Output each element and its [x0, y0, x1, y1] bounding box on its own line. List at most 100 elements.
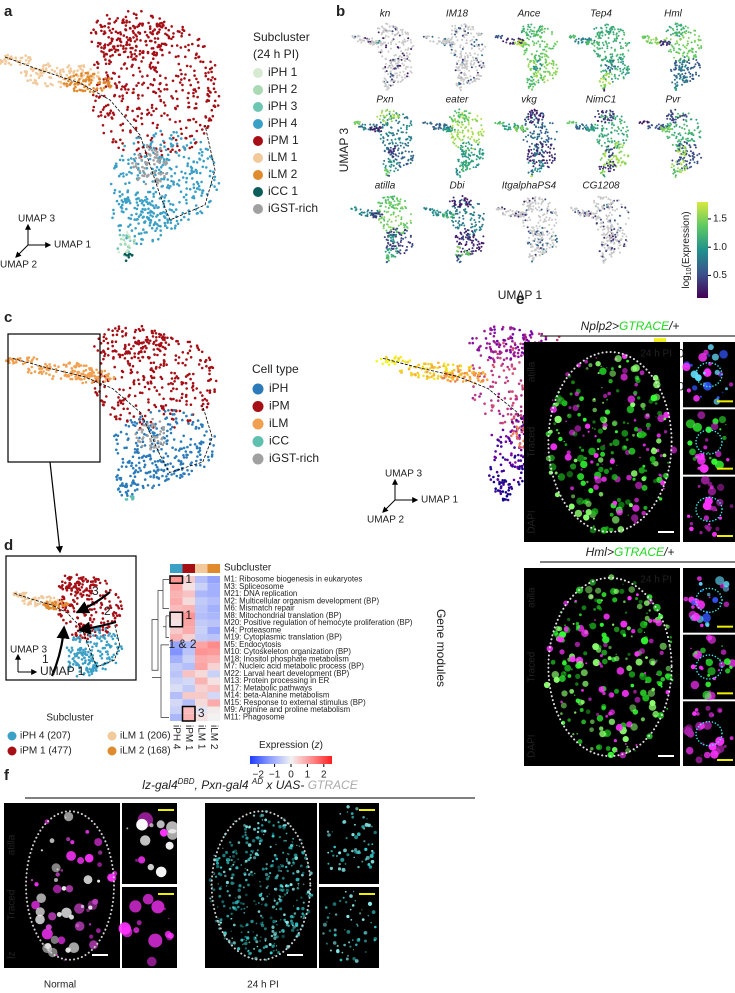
umap-cell	[84, 90, 87, 93]
umap-cell	[691, 48, 693, 50]
umap-cell	[601, 125, 603, 127]
umap-cell	[601, 136, 603, 138]
umap-cell	[465, 165, 467, 167]
umap-cell	[205, 75, 208, 78]
umap-cell	[647, 40, 649, 42]
umap-cell	[155, 92, 158, 95]
umap-cell	[672, 33, 674, 35]
umap-cell	[410, 159, 412, 161]
umap-cell	[451, 119, 453, 121]
umap-cell	[522, 220, 524, 222]
umap-cell	[551, 156, 553, 158]
umap-cell	[683, 28, 685, 30]
umap-cell	[120, 224, 123, 227]
umap-cell	[549, 74, 551, 76]
umap-cell	[649, 42, 651, 44]
umap-cell	[644, 120, 646, 122]
umap-cell	[694, 144, 696, 146]
umap-cell	[109, 42, 112, 45]
umap-cell	[151, 149, 154, 152]
umap-cell	[142, 50, 145, 53]
umap-cell	[142, 228, 145, 231]
umap-cell	[160, 234, 163, 237]
umap-cell	[528, 162, 530, 164]
umap-cell	[399, 249, 401, 251]
umap-cell	[675, 22, 677, 24]
umap-cell	[610, 31, 612, 33]
umap-cell	[553, 244, 555, 246]
umap-cell	[473, 41, 475, 43]
umap-cell	[541, 119, 543, 121]
umap-cell	[456, 241, 458, 243]
umap-cell	[118, 75, 121, 78]
umap-cell	[537, 168, 539, 170]
umap-cell	[130, 65, 133, 68]
umap-cell	[135, 242, 138, 245]
umap-cell	[547, 28, 549, 30]
umap-cell	[552, 67, 554, 69]
umap-cell	[92, 28, 95, 31]
umap-cell	[470, 79, 472, 81]
umap-cell	[399, 47, 401, 49]
umap-cell	[129, 131, 132, 134]
umap-cell	[131, 162, 134, 165]
umap-cell	[180, 128, 183, 131]
umap-cell	[575, 122, 577, 124]
umap-cell	[545, 139, 547, 141]
umap-cell	[108, 59, 111, 62]
umap-cell	[385, 206, 387, 208]
umap-cell	[523, 53, 525, 55]
umap-cell	[390, 226, 392, 228]
umap-cell	[383, 28, 385, 30]
umap-cell	[397, 162, 399, 164]
umap-cell	[403, 164, 405, 166]
umap-cell	[478, 134, 480, 136]
umap-cell	[377, 27, 379, 29]
umap-cell	[472, 57, 474, 59]
umap-cell	[103, 47, 106, 50]
umap-cell	[394, 200, 396, 202]
umap-cell	[204, 67, 207, 70]
umap-cell	[458, 238, 460, 240]
umap-cell	[158, 161, 161, 164]
umap-cell	[622, 61, 624, 63]
umap-cell	[552, 60, 554, 62]
umap-cell	[177, 223, 180, 226]
umap-cell	[618, 61, 620, 63]
umap-cell	[529, 132, 531, 134]
umap-cell	[553, 45, 555, 47]
umap-cell	[374, 130, 376, 132]
umap-cell	[464, 56, 466, 58]
umap-cell	[163, 21, 166, 24]
umap-cell	[670, 70, 672, 72]
umap-cell	[389, 25, 391, 27]
umap-cell	[129, 37, 132, 40]
umap-cell	[407, 72, 409, 74]
umap-cell	[187, 97, 190, 100]
umap-cell	[544, 218, 546, 220]
umap-cell	[175, 208, 178, 211]
umap-cell	[475, 250, 477, 252]
axis-label: UMAP 2	[0, 260, 37, 271]
umap-cell	[180, 190, 183, 193]
umap-cell	[692, 58, 694, 60]
umap-cell	[401, 59, 403, 61]
umap-cell	[526, 78, 528, 80]
umap-cell	[698, 39, 700, 41]
umap-cell	[607, 24, 609, 26]
umap-cell	[404, 74, 406, 76]
umap-cell	[369, 124, 371, 126]
umap-cell	[690, 118, 692, 120]
umap-cell	[454, 129, 456, 131]
umap-cell	[157, 238, 160, 241]
umap-cell	[410, 120, 412, 122]
umap-cell	[544, 162, 546, 164]
umap-cell	[168, 51, 171, 54]
umap-cell	[390, 41, 392, 43]
umap-cell	[159, 130, 162, 133]
umap-cell	[527, 153, 529, 155]
umap-cell	[167, 29, 170, 32]
umap-cell	[391, 139, 393, 141]
umap-cell	[393, 110, 395, 112]
umap-cell	[542, 201, 544, 203]
